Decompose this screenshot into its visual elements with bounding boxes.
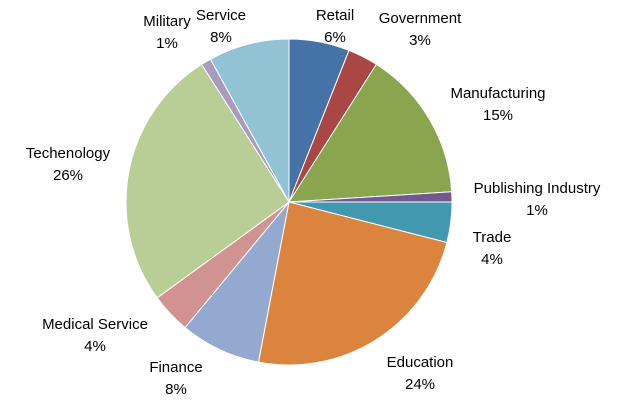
- pie-label-military: Military 1%: [143, 13, 191, 52]
- pie-slice-techenology: [125, 63, 290, 299]
- pie-label-publishing-industry: Publishing Industry 1%: [474, 180, 601, 219]
- pie-label-trade: Trade 4%: [473, 229, 512, 268]
- pie-label-percent: 8%: [165, 381, 187, 398]
- pie-label-percent: 1%: [156, 35, 178, 52]
- pie-label-education: Education 24%: [387, 354, 454, 393]
- pie-label-percent: 4%: [481, 251, 503, 268]
- pie-label-percent: 4%: [84, 338, 106, 355]
- pie-label-percent: 26%: [53, 167, 83, 184]
- pie-label-techenology: Techenology 26%: [26, 145, 111, 184]
- pie-slice-education: [257, 201, 448, 366]
- pie-labels: Retail 6% Government 3% Manufacturing 15% Publ…: [26, 7, 601, 398]
- pie-label-percent: 15%: [483, 107, 513, 124]
- pie-label-category: Finance: [149, 359, 202, 376]
- pie-label-category: Government: [379, 10, 462, 27]
- pie-label-percent: 8%: [210, 29, 232, 46]
- pie-label-category: Education: [387, 354, 454, 371]
- pie-label-category: Military: [143, 13, 191, 30]
- pie-label-percent: 1%: [526, 202, 548, 219]
- pie-label-service: Service 8%: [196, 7, 246, 46]
- pie-label-retail: Retail 6%: [316, 7, 354, 46]
- pie-label-category: Publishing Industry: [474, 180, 601, 197]
- pie-label-category: Manufacturing: [450, 85, 545, 102]
- pie-slices: [125, 38, 453, 366]
- pie-label-category: Service: [196, 7, 246, 24]
- pie-label-category: Retail: [316, 7, 354, 24]
- pie-label-category: Techenology: [26, 145, 111, 162]
- pie-label-manufacturing: Manufacturing 15%: [450, 85, 545, 124]
- pie-label-finance: Finance 8%: [149, 359, 202, 398]
- pie-slice-manufacturing: [288, 63, 453, 203]
- pie-label-government: Government 3%: [379, 10, 462, 49]
- pie-label-medical-service: Medical Service 4%: [42, 316, 148, 355]
- pie-label-category: Trade: [473, 229, 512, 246]
- pie-label-percent: 6%: [324, 29, 346, 46]
- pie-label-category: Medical Service: [42, 316, 148, 333]
- pie-slice-service: [209, 38, 290, 203]
- pie-label-percent: 24%: [405, 376, 435, 393]
- pie-label-percent: 3%: [409, 32, 431, 49]
